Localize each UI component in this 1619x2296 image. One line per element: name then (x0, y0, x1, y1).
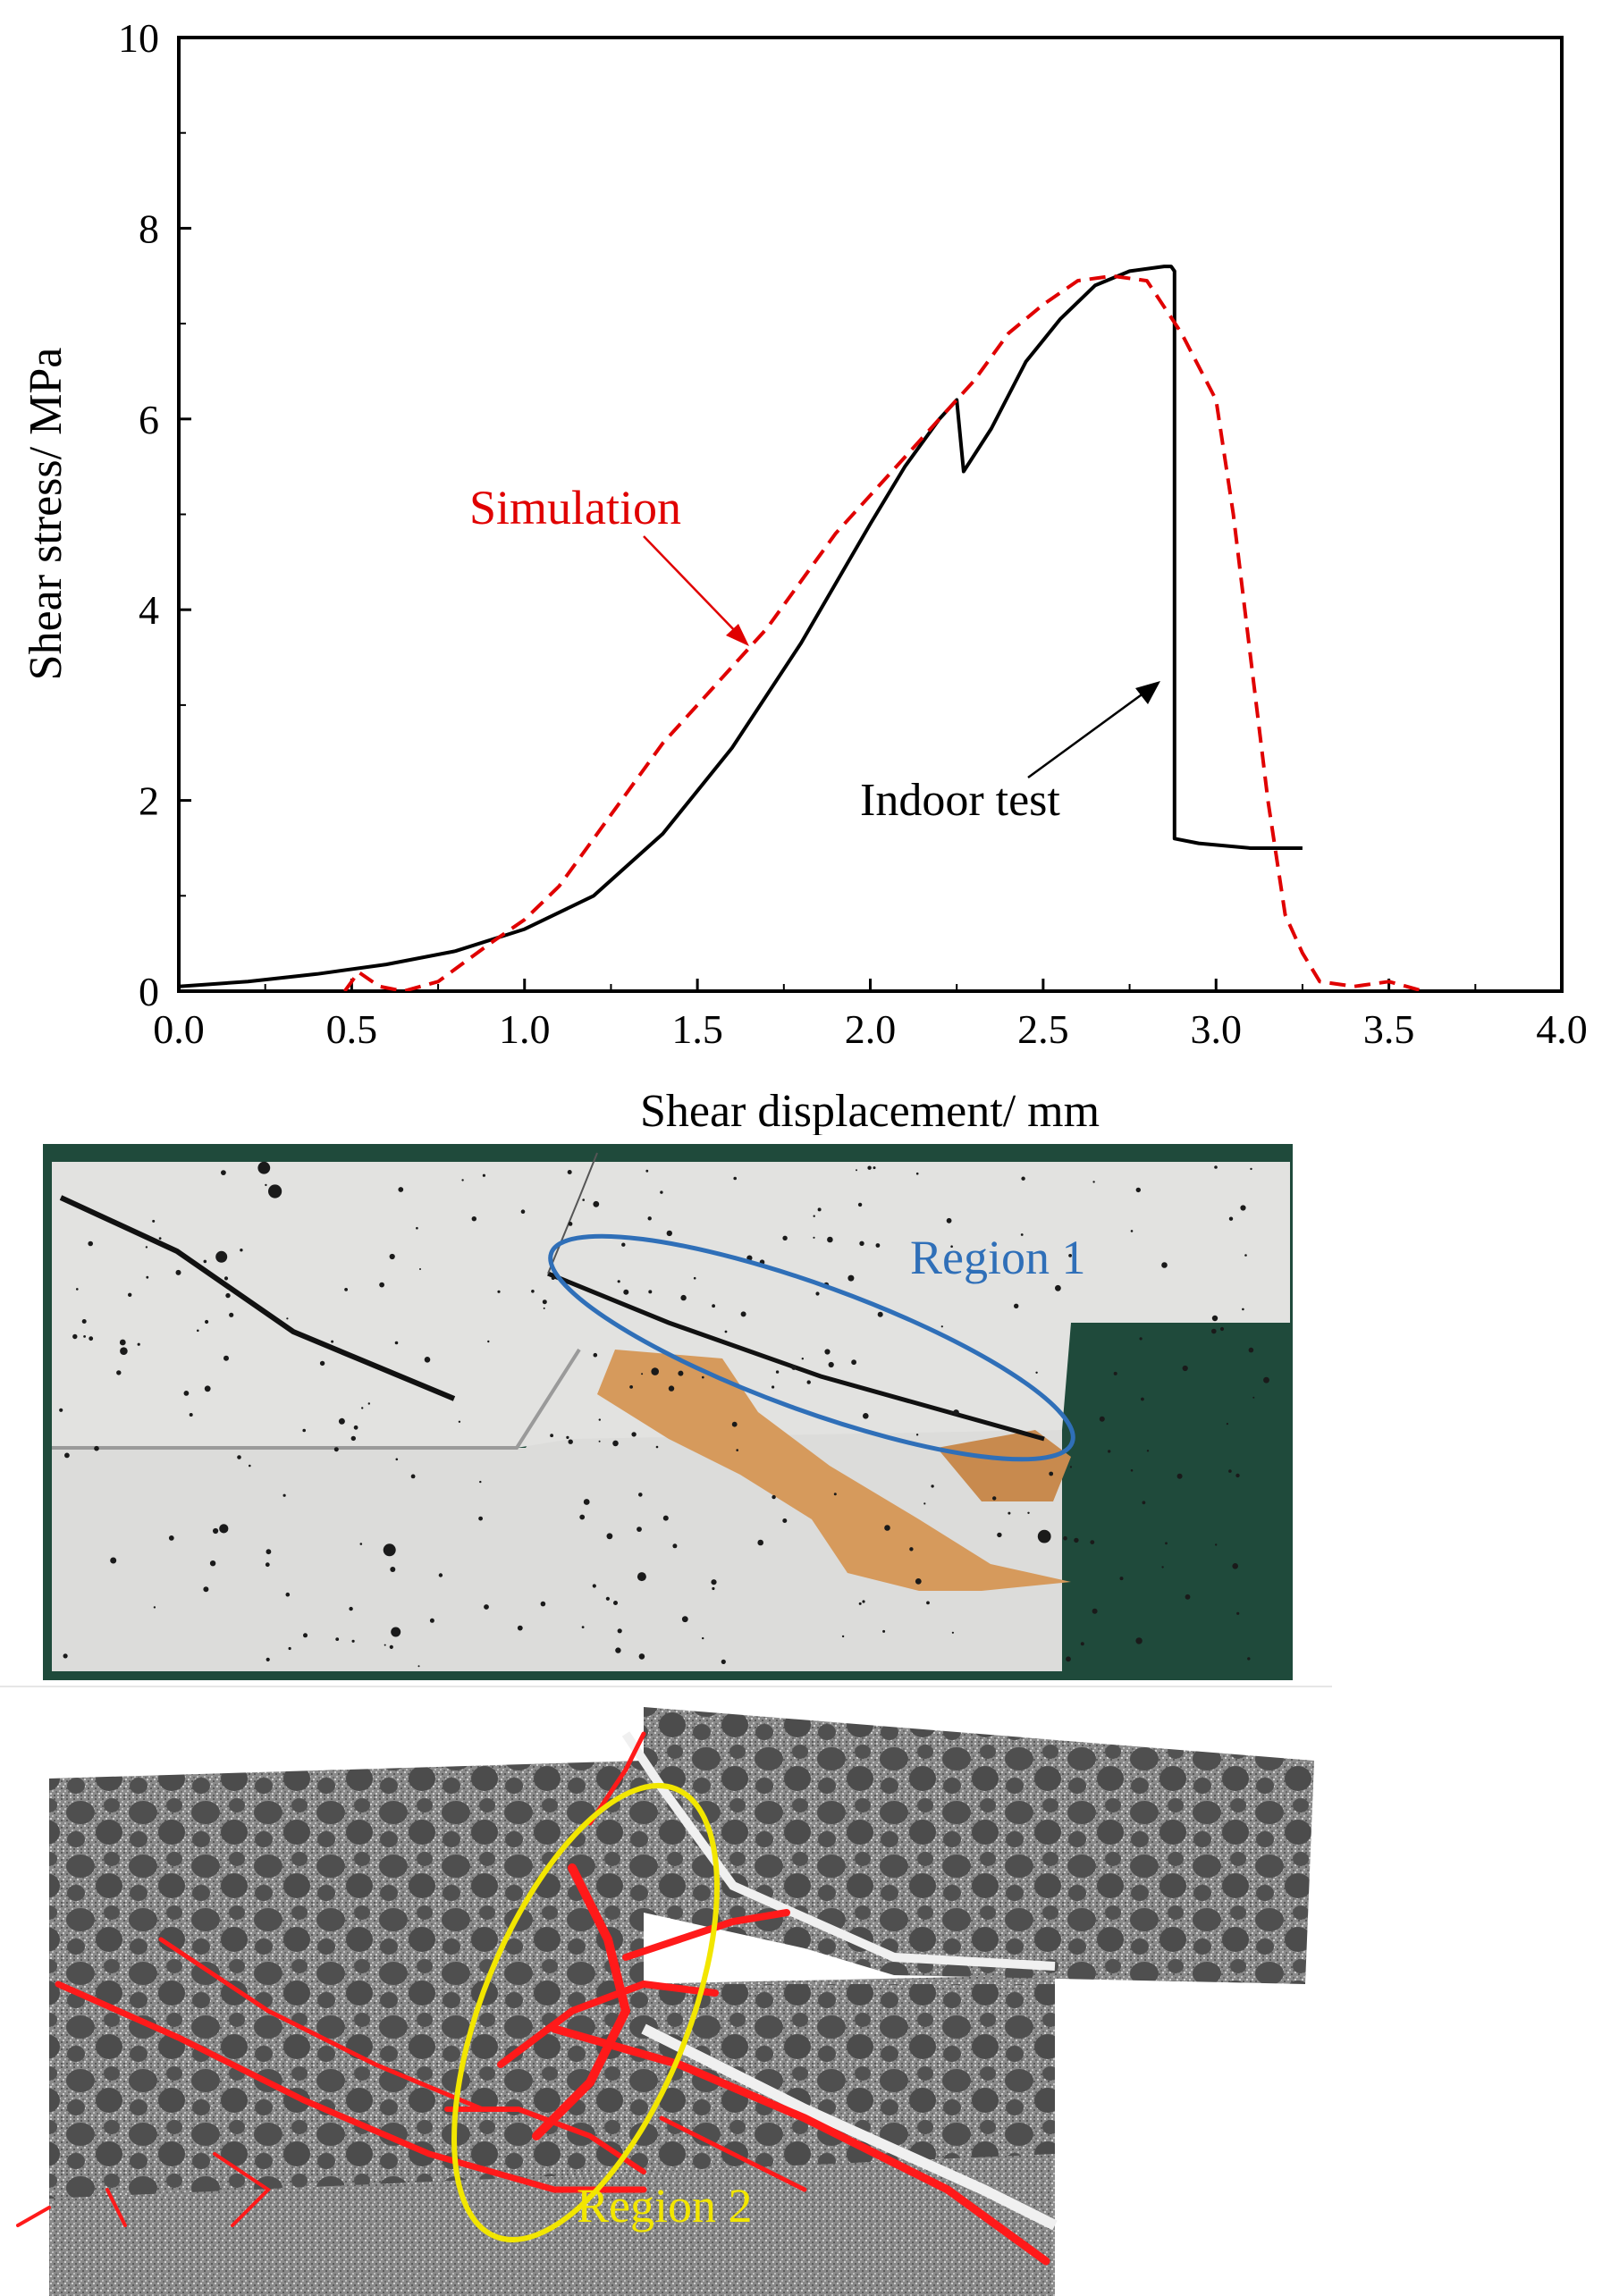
x-tick-label: 2.0 (845, 1006, 897, 1052)
sim-separation-gap-lower (641, 2023, 1058, 2231)
x-tick-label: 1.0 (499, 1006, 551, 1052)
x-tick-label: 4.0 (1536, 1006, 1588, 1052)
plot-frame (177, 36, 1564, 993)
interface-line (52, 1348, 581, 1450)
crack-thin (547, 1152, 598, 1274)
y-tick-label: 0 (139, 969, 159, 1014)
region-1-label: Region 1 (910, 1231, 1086, 1284)
x-tick-label: 0.5 (326, 1006, 378, 1052)
x-tick-label: 2.5 (1017, 1006, 1069, 1052)
sim-red-cracks (16, 1731, 1050, 2266)
y-axis-label: Shear stress/ MPa (21, 348, 72, 681)
axis-ticks: 0.0 0.5 1.0 1.5 2.0 2.5 3.0 3.5 4.0 0 2 4 6 8 10 (118, 15, 1588, 1052)
simulation-crack-panel: Region 2 (16, 1707, 1314, 2296)
annotation-simulation-arrow (643, 535, 741, 637)
y-tick-label: 4 (139, 587, 159, 633)
specimen-pores (59, 1161, 1269, 1668)
sim-upper-right-block (644, 1707, 1314, 1984)
region-2-ellipse (451, 1782, 720, 2243)
y-tick-label: 6 (139, 397, 159, 442)
annotation-indoor-test: Indoor test (860, 775, 1060, 826)
crack-upper-right (547, 1271, 1045, 1442)
series-line-indoor-test (179, 265, 1303, 988)
exposed-fracture-surface (597, 1350, 1071, 1591)
region-2-label: Region 2 (577, 2179, 753, 2233)
region-1-ellipse (548, 1233, 1075, 1462)
series-layer (179, 265, 1424, 991)
shear-stress-chart: 0.0 0.5 1.0 1.5 2.0 2.5 3.0 3.5 4.0 0 2 4 6 8 10 Shear… (21, 15, 1588, 1135)
sim-upper-left-block (49, 1761, 1055, 2199)
specimen-photo: Region 1 (43, 1144, 1293, 1680)
x-tick-label: 3.5 (1363, 1006, 1415, 1052)
x-tick-label: 3.0 (1191, 1006, 1243, 1052)
annotation-indoor-test-arrowhead (1135, 681, 1160, 704)
y-tick-label: 8 (139, 206, 159, 251)
x-axis-label: Shear displacement/ mm (640, 1086, 1100, 1135)
x-tick-label: 0.0 (153, 1006, 205, 1052)
panel-divider (0, 1686, 1332, 1687)
crack-left (59, 1195, 456, 1401)
annotation-indoor-test-arrow (1027, 691, 1145, 779)
specimen-upper-block (52, 1162, 1290, 1448)
y-tick-label: 10 (118, 15, 159, 61)
annotation-simulation-arrowhead (726, 624, 749, 646)
exposed-fracture-patch (937, 1430, 1071, 1501)
annotation-simulation: Simulation (469, 481, 681, 534)
series-line-simulation (342, 273, 1424, 991)
y-tick-label: 2 (139, 778, 159, 824)
sim-separation-gap (621, 1731, 1056, 1971)
x-tick-label: 1.5 (671, 1006, 723, 1052)
